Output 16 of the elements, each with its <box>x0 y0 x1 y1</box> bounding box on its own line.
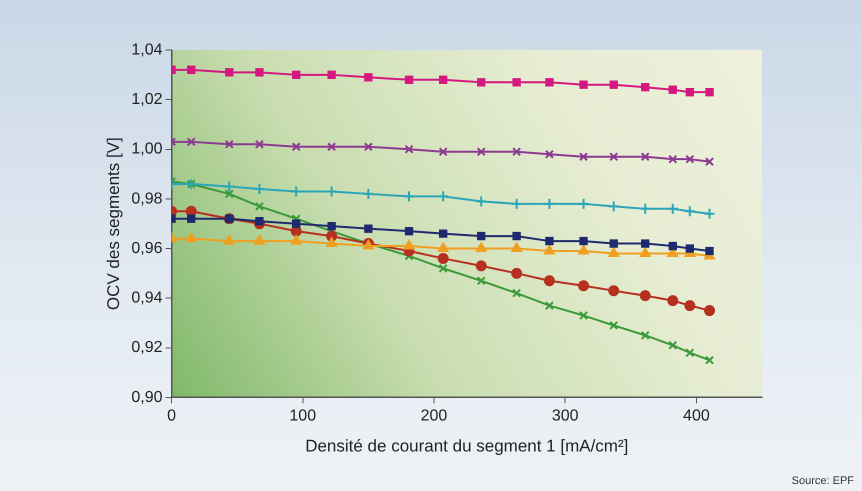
y-tick-label: 0,96 <box>131 240 163 257</box>
y-tick-label: 1,02 <box>131 91 163 108</box>
x-axis-title: Densité de courant du segment 1 [mA/cm²] <box>305 436 628 456</box>
y-tick-label: 0,98 <box>131 190 163 208</box>
y-axis-title: OCV des segments [V] <box>104 137 123 310</box>
x-tick-label: 200 <box>420 407 448 424</box>
source-note: Source: EPF <box>792 475 854 487</box>
y-tick-label: 0,92 <box>131 339 163 356</box>
y-tick-label: 0,90 <box>131 388 163 406</box>
x-tick-label: 400 <box>683 407 710 424</box>
y-tick-label: 1,00 <box>131 140 163 158</box>
x-tick-label: 0 <box>167 407 176 424</box>
x-tick-label: 300 <box>552 407 579 424</box>
y-tick-label: 1,04 <box>131 41 163 58</box>
y-tick-label: 0,94 <box>131 290 163 307</box>
x-tick-label: 100 <box>289 407 316 424</box>
